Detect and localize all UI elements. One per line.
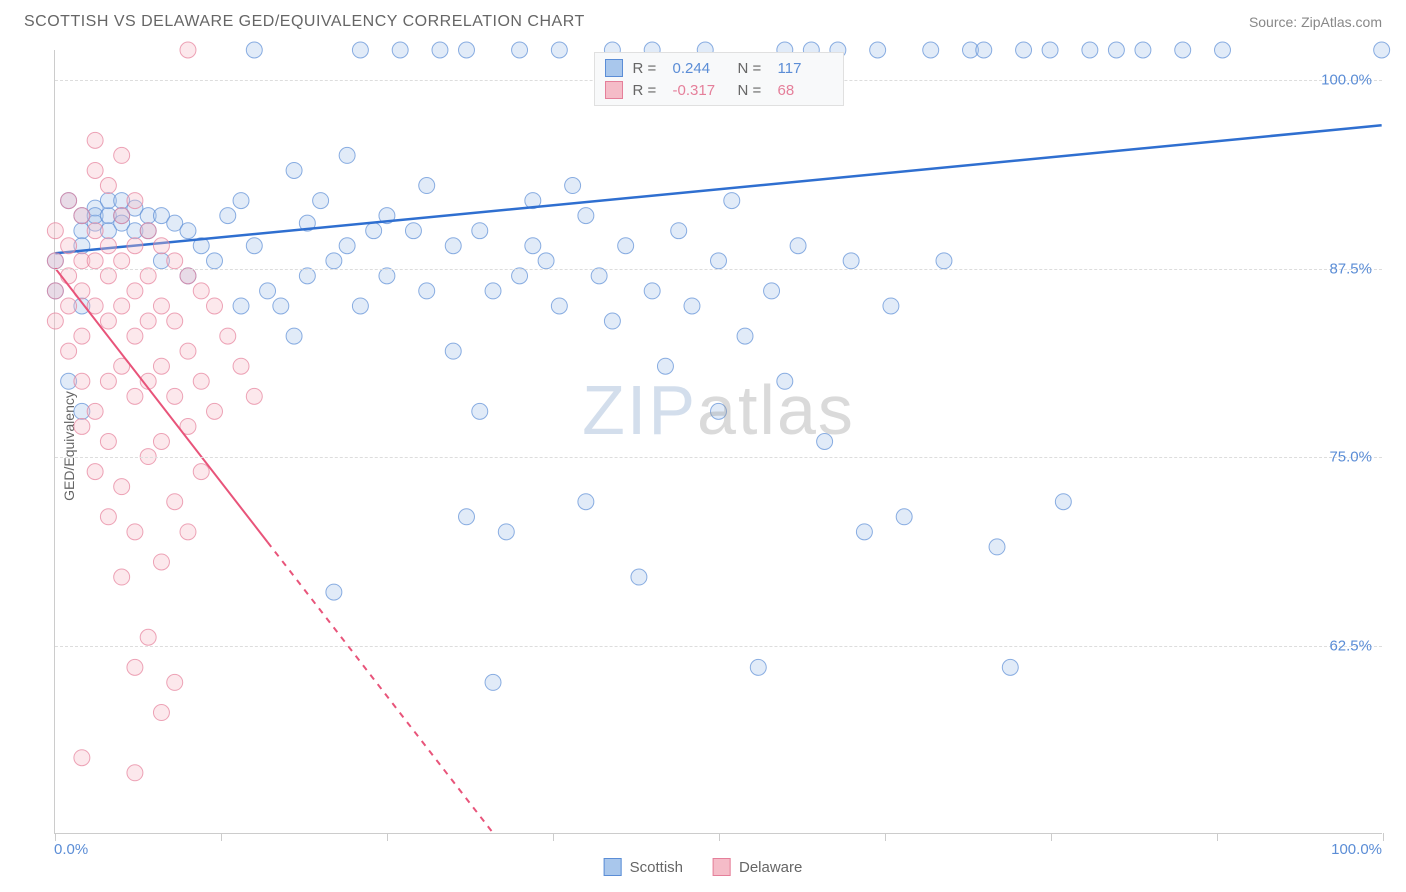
legend-item-delaware[interactable]: Delaware — [713, 858, 802, 876]
x-tick — [1051, 833, 1052, 841]
swatch-delaware-icon — [713, 858, 731, 876]
n-value-scottish: 117 — [778, 60, 833, 77]
x-tick — [1217, 833, 1218, 841]
chart-title: SCOTTISH VS DELAWARE GED/EQUIVALENCY COR… — [24, 13, 585, 31]
source-link[interactable]: Source: ZipAtlas.com — [1249, 14, 1382, 30]
gridline — [55, 457, 1382, 458]
y-tick-label: 62.5% — [1329, 637, 1372, 654]
x-tick — [55, 833, 56, 841]
x-tick — [553, 833, 554, 841]
y-tick-label: 100.0% — [1321, 72, 1372, 89]
legend-row-delaware: R = -0.317 N = 68 — [605, 79, 833, 101]
series-legend: Scottish Delaware — [604, 858, 803, 876]
correlation-legend: R = 0.244 N = 117 R = -0.317 N = 68 — [594, 52, 844, 106]
x-tick — [221, 833, 222, 841]
x-tick — [387, 833, 388, 841]
y-tick-label: 87.5% — [1329, 260, 1372, 277]
legend-item-scottish[interactable]: Scottish — [604, 858, 683, 876]
swatch-delaware — [605, 81, 623, 99]
chart-header: SCOTTISH VS DELAWARE GED/EQUIVALENCY COR… — [0, 0, 1406, 44]
gridline — [55, 269, 1382, 270]
plot-area: ZIPatlas R = 0.244 N = 117 R = -0.317 N … — [54, 50, 1382, 834]
y-tick-label: 75.0% — [1329, 449, 1372, 466]
x-max-label: 100.0% — [1331, 841, 1382, 858]
r-value-scottish: 0.244 — [673, 60, 728, 77]
x-tick — [885, 833, 886, 841]
swatch-scottish — [605, 59, 623, 77]
x-tick — [1383, 833, 1384, 841]
swatch-scottish-icon — [604, 858, 622, 876]
gridline — [55, 646, 1382, 647]
x-tick — [719, 833, 720, 841]
r-value-delaware: -0.317 — [673, 82, 728, 99]
legend-row-scottish: R = 0.244 N = 117 — [605, 57, 833, 79]
x-min-label: 0.0% — [54, 841, 88, 858]
n-value-delaware: 68 — [778, 82, 833, 99]
scatter-plot-svg — [55, 50, 1382, 833]
